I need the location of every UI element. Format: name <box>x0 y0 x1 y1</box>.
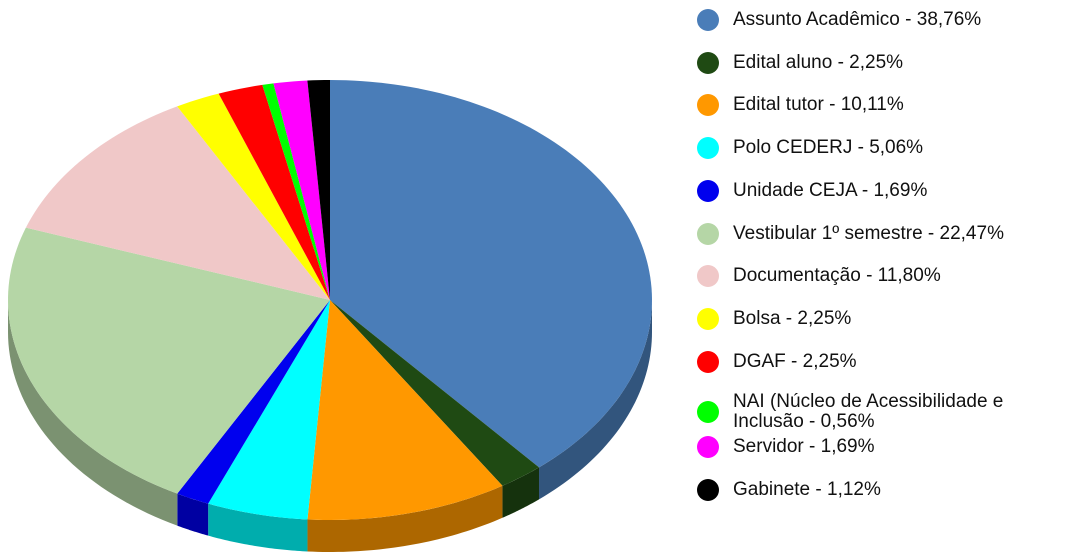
slice-side <box>208 503 308 552</box>
legend-label: Edital aluno - 2,25% <box>733 51 904 73</box>
legend-item: Documentação - 11,80% <box>697 265 1069 288</box>
slice <box>177 300 330 504</box>
legend-item: DGAF - 2,25% <box>697 350 1069 373</box>
legend-label: Vestibular 1º semestre - 22,47% <box>733 222 1004 244</box>
legend-item: Edital aluno - 2,25% <box>697 51 1069 74</box>
legend-item: Bolsa - 2,25% <box>697 307 1069 330</box>
legend-label: Polo CEDERJ - 5,06% <box>733 137 924 159</box>
legend-label: Assunto Acadêmico - 38,76% <box>733 9 982 30</box>
slice-side <box>8 300 178 526</box>
slice <box>218 84 330 300</box>
legend-swatch <box>697 51 719 74</box>
legend-label: Documentação - 11,80% <box>733 265 941 287</box>
slice-side <box>307 485 503 552</box>
legend-item: Vestibular 1º semestre - 22,47% <box>697 222 1069 245</box>
legend-swatch <box>697 478 719 501</box>
slice <box>25 106 330 300</box>
legend-swatch <box>697 436 719 458</box>
legend-item: Edital tutor - 10,11% <box>697 94 1069 117</box>
slice <box>307 80 330 300</box>
legend-item: Gabinete - 1,12% <box>697 478 1069 501</box>
slice <box>208 300 330 520</box>
slice-side <box>502 467 540 518</box>
legend-swatch <box>697 265 719 288</box>
legend-swatch <box>697 94 719 117</box>
legend-swatch <box>697 179 719 202</box>
slice-side <box>539 300 652 500</box>
slice <box>330 300 540 486</box>
slice <box>177 93 330 300</box>
legend-swatch <box>697 9 719 31</box>
slice <box>307 300 503 520</box>
legend-swatch <box>697 350 719 373</box>
pie-plot <box>8 80 652 552</box>
slice <box>262 83 330 300</box>
legend-swatch <box>697 137 719 160</box>
slice <box>273 80 330 300</box>
slice-side <box>177 493 209 536</box>
legend-swatch <box>697 401 719 424</box>
legend-swatch <box>697 307 719 330</box>
slice <box>8 227 330 494</box>
legend-swatch <box>697 222 719 245</box>
legend-label: Bolsa - 2,25% <box>733 307 852 329</box>
legend-label: Unidade CEJA - 1,69% <box>733 179 928 201</box>
legend-item: Unidade CEJA - 1,69% <box>697 179 1069 202</box>
legend-label: Edital tutor - 10,11% <box>733 94 904 116</box>
legend-label: Gabinete - 1,12% <box>733 478 881 500</box>
legend-item: NAI (Núcleo de Acessibilidade e Inclusão… <box>697 392 1069 432</box>
legend-item: Servidor - 1,69% <box>697 436 1069 458</box>
legend-label: NAI (Núcleo de Acessibilidade e Inclusão… <box>733 391 1004 433</box>
legend-label: DGAF - 2,25% <box>733 350 857 372</box>
legend-label: Servidor - 1,69% <box>733 436 875 457</box>
legend-item: Assunto Acadêmico - 38,76% <box>697 9 1069 31</box>
slice <box>330 80 652 468</box>
legend-item: Polo CEDERJ - 5,06% <box>697 137 1069 160</box>
